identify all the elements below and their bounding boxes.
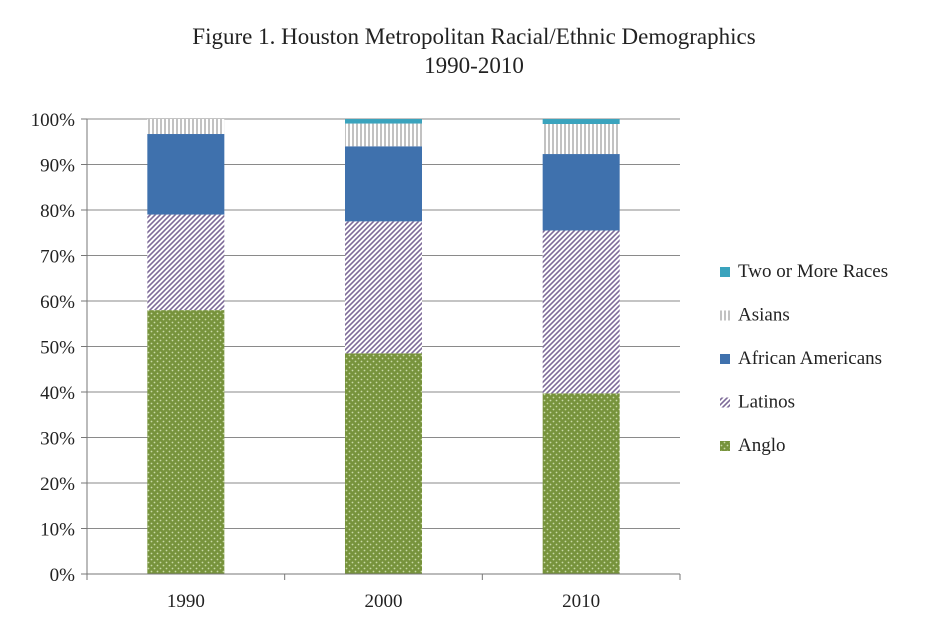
y-tick-label: 90%	[40, 156, 75, 177]
y-tick-label: 40%	[40, 383, 75, 404]
chart-title: Figure 1. Houston Metropolitan Racial/Et…	[192, 24, 756, 49]
legend-swatch-asians	[720, 310, 730, 321]
x-tick-label: 1990	[167, 591, 205, 612]
y-tick-label: 50%	[40, 338, 75, 359]
x-tick-label: 2000	[365, 591, 403, 612]
legend-swatch-latinos	[720, 397, 730, 408]
bar-segment-anglo-2010	[542, 393, 620, 574]
bar-segment-african-americans-2000	[345, 146, 422, 222]
y-tick-label: 20%	[40, 474, 75, 495]
bar-segment-anglo-1990	[147, 310, 225, 574]
x-tick-label: 2010	[562, 591, 600, 612]
legend-label-latinos: Latinos	[738, 392, 795, 413]
y-tick-label: 60%	[40, 292, 75, 313]
y-tick-label: 0%	[50, 565, 76, 586]
bar-segment-asians-2010	[542, 124, 620, 155]
bar-segment-latinos-2010	[542, 230, 620, 394]
bar-segment-two-or-more-races-2010	[542, 119, 620, 125]
y-tick-label: 100%	[31, 110, 76, 131]
bar-segment-anglo-2000	[345, 353, 422, 574]
y-tick-label: 70%	[40, 247, 75, 268]
axes: 0% 10% 20% 30% 40% 50% 60% 70% 80% 90% 100% 1990 200…	[31, 110, 681, 612]
bar-segment-two-or-more-races-2000	[345, 119, 422, 124]
legend-swatch-african-americans	[720, 354, 730, 364]
legend-swatch-anglo	[720, 441, 730, 451]
bar-segment-asians-2000	[345, 123, 422, 147]
bar-segment-latinos-1990	[147, 214, 225, 311]
legend-label-asians: Asians	[738, 305, 790, 326]
bar-segment-latinos-2000	[345, 221, 422, 354]
y-tick-label: 80%	[40, 201, 75, 222]
y-tick-label: 30%	[40, 429, 75, 450]
legend-label-two-or-more-races: Two or More Races	[738, 261, 888, 282]
legend-label-anglo: Anglo	[738, 435, 786, 456]
legend: Two or More Races Asians African Americans…	[720, 261, 888, 456]
bar-segment-african-americans-2010	[542, 154, 620, 231]
bar-segment-african-americans-1990	[147, 134, 225, 215]
legend-label-african-americans: African Americans	[738, 348, 882, 369]
chart-subtitle: 1990-2010	[424, 53, 524, 78]
bars	[147, 119, 620, 574]
bar-segment-asians-1990	[147, 119, 225, 135]
legend-swatch-two-or-more-races	[720, 267, 730, 277]
y-tick-label: 10%	[40, 520, 75, 541]
